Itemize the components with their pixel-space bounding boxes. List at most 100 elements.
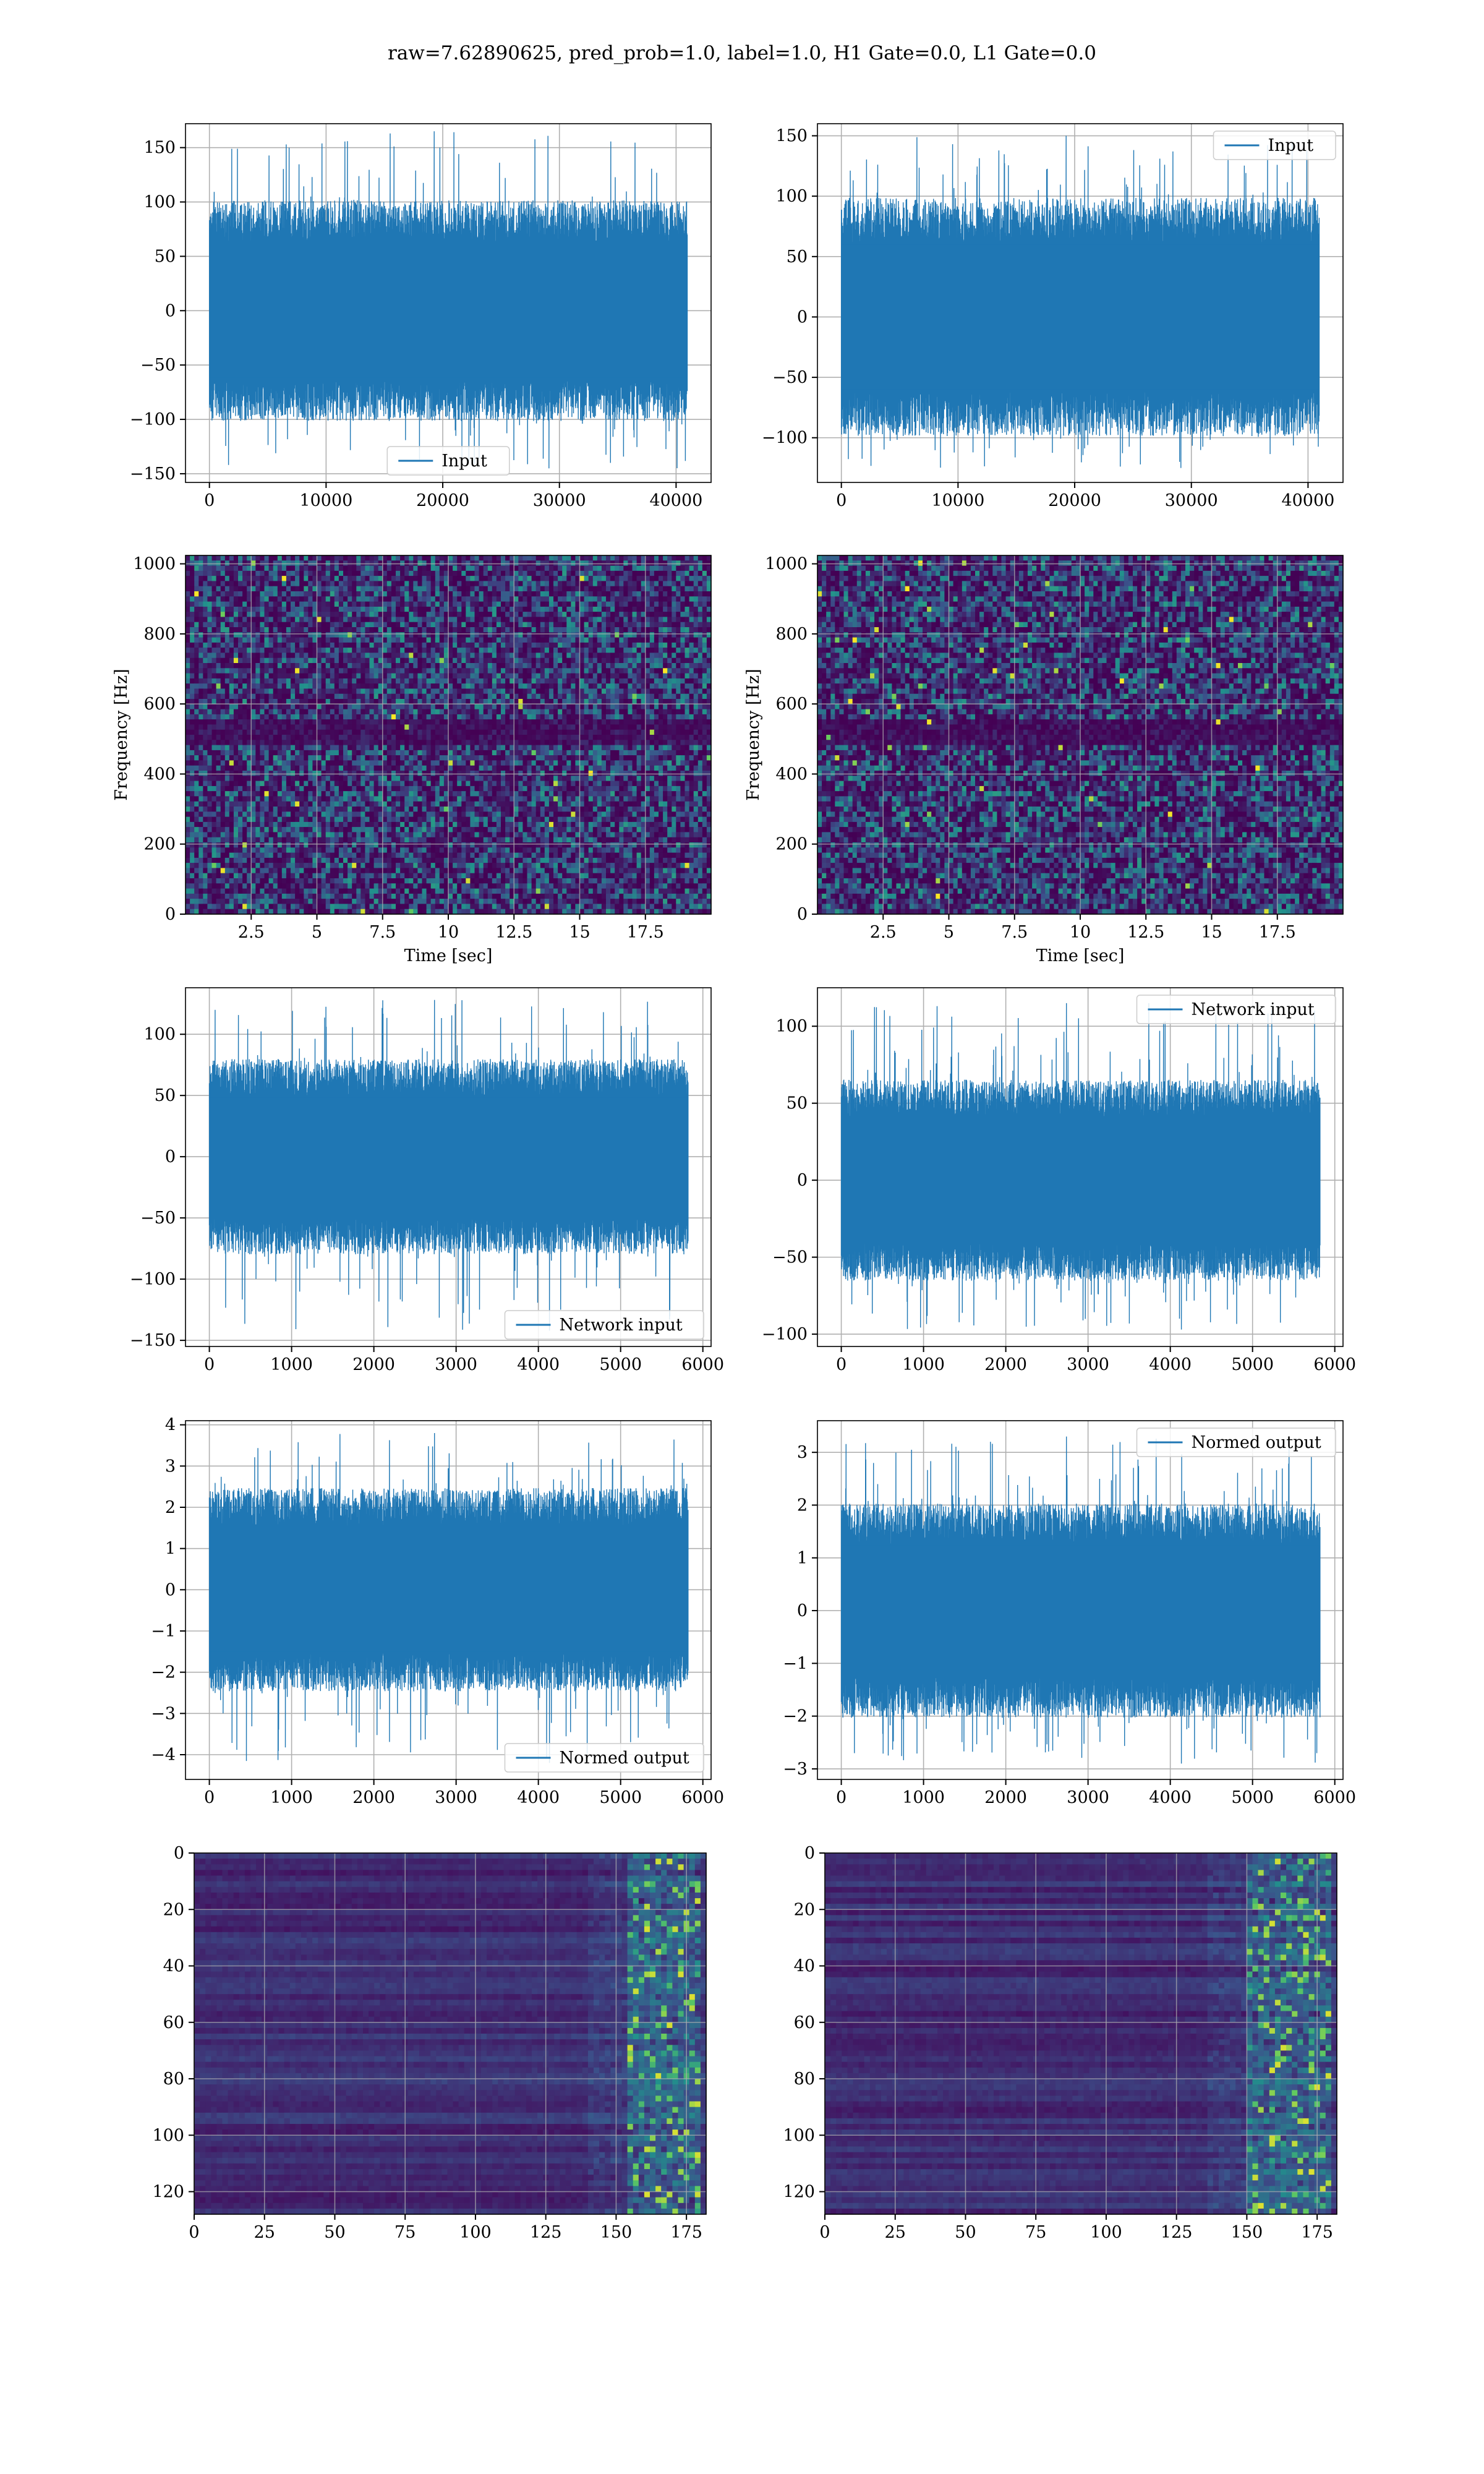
heatmap-cell: [400, 581, 405, 586]
x-tick-label: 40000: [1281, 491, 1334, 510]
heatmap-cell: [606, 560, 611, 566]
heatmap-cell: [273, 576, 278, 581]
heatmap-cell: [339, 571, 344, 576]
heatmap-cell: [623, 560, 628, 566]
heatmap-cell: [702, 581, 707, 586]
heatmap-cell: [383, 576, 388, 581]
heatmap-cell: [413, 581, 418, 586]
heatmap-cell: [518, 560, 523, 566]
heatmap-cell: [374, 581, 379, 586]
heatmap-cell: [422, 571, 427, 576]
heatmap-cell: [584, 571, 589, 576]
heatmap-cell: [221, 576, 226, 581]
heatmap-cell: [212, 581, 217, 586]
heatmap-cell: [212, 576, 217, 581]
heatmap-cell: [619, 586, 624, 592]
heatmap-cell: [637, 555, 642, 561]
heatmap-cell: [251, 571, 256, 576]
heatmap-cell: [265, 581, 270, 586]
heatmap-cell: [536, 566, 541, 571]
heatmap-cell: [265, 560, 270, 566]
heatmap-cell: [186, 560, 190, 566]
heatmap-cell: [602, 581, 607, 586]
heatmap-cell: [580, 576, 585, 581]
x-tick-label: 0: [204, 491, 215, 510]
heatmap-cell: [234, 576, 239, 581]
heatmap-cell: [273, 555, 278, 561]
heatmap-cell: [566, 586, 571, 592]
heatmap-cell: [497, 581, 501, 586]
heatmap-cell: [602, 566, 607, 571]
heatmap-cell: [286, 591, 291, 597]
heatmap-cell: [282, 591, 287, 597]
heatmap-cell: [584, 560, 589, 566]
heatmap-cell: [667, 571, 672, 576]
heatmap-cell: [242, 571, 247, 576]
heatmap-cell: [374, 591, 379, 597]
heatmap-cell: [623, 566, 628, 571]
heatmap-cell: [619, 576, 624, 581]
heatmap-cell: [571, 586, 576, 592]
heatmap-cell: [553, 586, 558, 592]
heatmap-cell: [339, 576, 344, 581]
heatmap-cell: [558, 586, 563, 592]
heatmap-cell: [676, 566, 681, 571]
heatmap-cell: [365, 560, 370, 566]
heatmap-cell: [448, 560, 453, 566]
heatmap-cell: [207, 581, 212, 586]
heatmap-cell: [654, 566, 659, 571]
heatmap-cell: [562, 566, 567, 571]
heatmap-cell: [190, 576, 195, 581]
heatmap-cell: [339, 566, 344, 571]
heatmap-cell: [370, 555, 375, 561]
heatmap-cell: [650, 576, 655, 581]
heatmap-cell: [207, 591, 212, 597]
heatmap-cell: [251, 591, 256, 597]
heatmap-cell: [216, 591, 221, 597]
heatmap-cell: [650, 560, 655, 566]
heatmap-cell: [593, 571, 598, 576]
heatmap-cell: [273, 586, 278, 592]
heatmap-cell: [466, 555, 471, 561]
heatmap-cell: [659, 581, 663, 586]
heatmap-cell: [308, 581, 313, 586]
heatmap-cell: [484, 576, 488, 581]
heatmap-cell: [198, 560, 203, 566]
heatmap-cell: [453, 586, 458, 592]
heatmap-cell: [580, 555, 585, 561]
heatmap-cell: [522, 571, 527, 576]
heatmap-cell: [646, 571, 650, 576]
heatmap-cell: [330, 576, 335, 581]
heatmap-cell: [374, 555, 379, 561]
heatmap-cell: [659, 555, 663, 561]
heatmap-cell: [400, 566, 405, 571]
heatmap-cell: [676, 560, 681, 566]
heatmap-cell: [203, 571, 208, 576]
heatmap-cell: [387, 576, 392, 581]
heatmap-cell: [365, 591, 370, 597]
heatmap-cell: [654, 555, 659, 561]
heatmap-cell: [295, 560, 300, 566]
heatmap-cell: [540, 571, 545, 576]
heatmap-cell: [269, 576, 274, 581]
figure-canvas: 0 10000 20000 30000 40000−150−100−5005010015…: [0, 0, 1484, 2474]
heatmap-cell: [225, 586, 230, 592]
heatmap-cell: [501, 576, 506, 581]
heatmap-cell: [229, 591, 234, 597]
heatmap-cell: [269, 560, 274, 566]
heatmap-cell: [273, 591, 278, 597]
heatmap-cell: [299, 591, 304, 597]
heatmap-cell: [623, 586, 628, 592]
heatmap-cell: [667, 581, 672, 586]
heatmap-cell: [190, 581, 195, 586]
heatmap-cell: [291, 581, 296, 586]
heatmap-cell: [553, 566, 558, 571]
heatmap-cell: [391, 566, 396, 571]
heatmap-cell: [566, 576, 571, 581]
heatmap-cell: [221, 566, 226, 571]
heatmap-cell: [190, 586, 195, 592]
heatmap-cell: [545, 566, 550, 571]
legend-label: Input: [441, 452, 487, 471]
heatmap-cell: [251, 576, 256, 581]
heatmap-cell: [685, 566, 690, 571]
